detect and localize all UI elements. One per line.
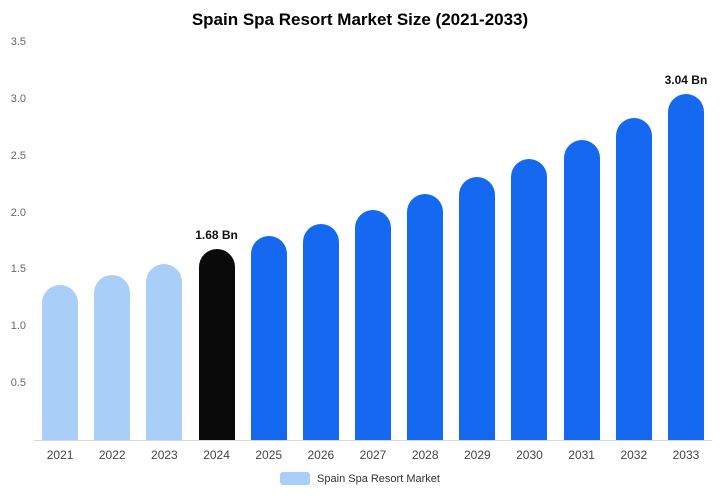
y-tick-label: 3.0 — [10, 92, 26, 105]
y-axis: 0.5 1.0 1.5 2.0 2.5 3.0 3.5 — [0, 36, 28, 440]
bars-area: 1.68 Bn 3.04 Bn — [34, 42, 712, 440]
bar-column: 1.68 Bn — [190, 42, 242, 440]
y-tick-label: 3.5 — [10, 36, 26, 48]
x-tick-label: 2029 — [463, 448, 491, 462]
bar — [563, 139, 600, 440]
x-tick-label: 2024 — [203, 448, 230, 462]
x-tick-label: 2026 — [307, 448, 335, 462]
y-tick-label: 1.0 — [10, 320, 26, 333]
bar-column — [34, 42, 86, 440]
bar-column — [399, 42, 451, 440]
bar-column — [243, 42, 295, 440]
bar — [198, 248, 235, 440]
bar — [250, 236, 287, 440]
x-tick-label: 2027 — [359, 448, 387, 462]
x-tick-label: 2033 — [672, 448, 700, 462]
bar — [667, 94, 704, 440]
bar-column — [608, 42, 660, 440]
bar — [615, 118, 652, 440]
x-tick-label: 2023 — [151, 448, 178, 462]
x-tick-label: 2032 — [620, 448, 648, 462]
y-tick-label: 2.5 — [10, 149, 26, 162]
bar — [42, 285, 79, 440]
bar — [511, 159, 548, 440]
x-tick-label: 2021 — [46, 448, 74, 462]
plot-area: 1.68 Bn 3.04 Bn — [34, 42, 712, 441]
bar-column — [86, 42, 138, 440]
bar-column: 3.04 Bn — [660, 42, 712, 440]
x-tick-label: 2031 — [568, 448, 595, 462]
x-tick-label: 2025 — [255, 448, 283, 462]
bar — [302, 223, 339, 440]
x-tick-label: 2022 — [98, 448, 126, 462]
bar — [407, 194, 444, 440]
legend-swatch — [280, 472, 311, 485]
legend: Spain Spa Resort Market — [0, 472, 720, 485]
chart-title: Spain Spa Resort Market Size (2021-2033) — [191, 10, 529, 29]
bar-column — [503, 42, 555, 440]
bar — [355, 210, 392, 440]
x-tick-label: 2030 — [516, 448, 543, 462]
bar — [94, 275, 131, 440]
bar-column — [295, 42, 347, 440]
bar-column — [347, 42, 399, 440]
x-axis: 2021 2022 2023 2024 2025 2026 2027 2028 2029 2030… — [34, 442, 712, 462]
bar — [146, 263, 183, 440]
bar-column — [451, 42, 503, 440]
legend-label: Spain Spa Resort Market — [317, 472, 440, 485]
x-tick-label: 2028 — [411, 448, 439, 462]
bar — [459, 177, 496, 440]
bar-column — [138, 42, 190, 440]
bar-value-label: 1.68 Bn — [195, 227, 238, 242]
bar-value-label: 3.04 Bn — [664, 73, 708, 88]
y-tick-label: 2.0 — [10, 206, 26, 219]
y-tick-label: 1.5 — [10, 263, 26, 276]
y-tick-label: 0.5 — [10, 377, 26, 390]
bar-column — [556, 42, 608, 440]
